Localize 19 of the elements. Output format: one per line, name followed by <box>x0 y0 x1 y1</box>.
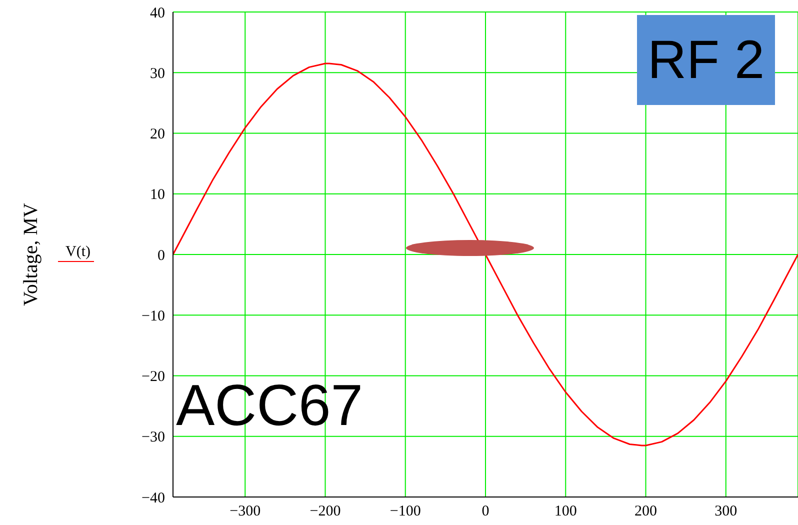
y-axis-title: Voltage, MV <box>20 202 42 306</box>
x-tick-label: 0 <box>482 504 490 520</box>
y-tick-label: −10 <box>142 308 165 324</box>
y-tick-label: −30 <box>142 430 165 446</box>
y-tick-label: −20 <box>142 369 165 386</box>
x-tick-label: −200 <box>310 504 341 520</box>
y-tick-label: 30 <box>150 66 165 82</box>
y-tick-label: 40 <box>150 5 165 22</box>
x-tick-label: 300 <box>714 504 738 520</box>
x-tick-label: 100 <box>554 504 577 520</box>
annotation: RF 2 <box>637 15 775 105</box>
text: V(t) <box>64 244 92 261</box>
y-tick-label: 20 <box>150 126 165 143</box>
y-tick-label: 0 <box>158 248 165 264</box>
x-tick-label: −300 <box>230 504 261 520</box>
x-tick-label: 200 <box>634 504 658 520</box>
y-tick-label: −40 <box>142 490 165 506</box>
y-tick-label: 10 <box>150 187 165 204</box>
x-tick-label: −100 <box>390 504 421 520</box>
